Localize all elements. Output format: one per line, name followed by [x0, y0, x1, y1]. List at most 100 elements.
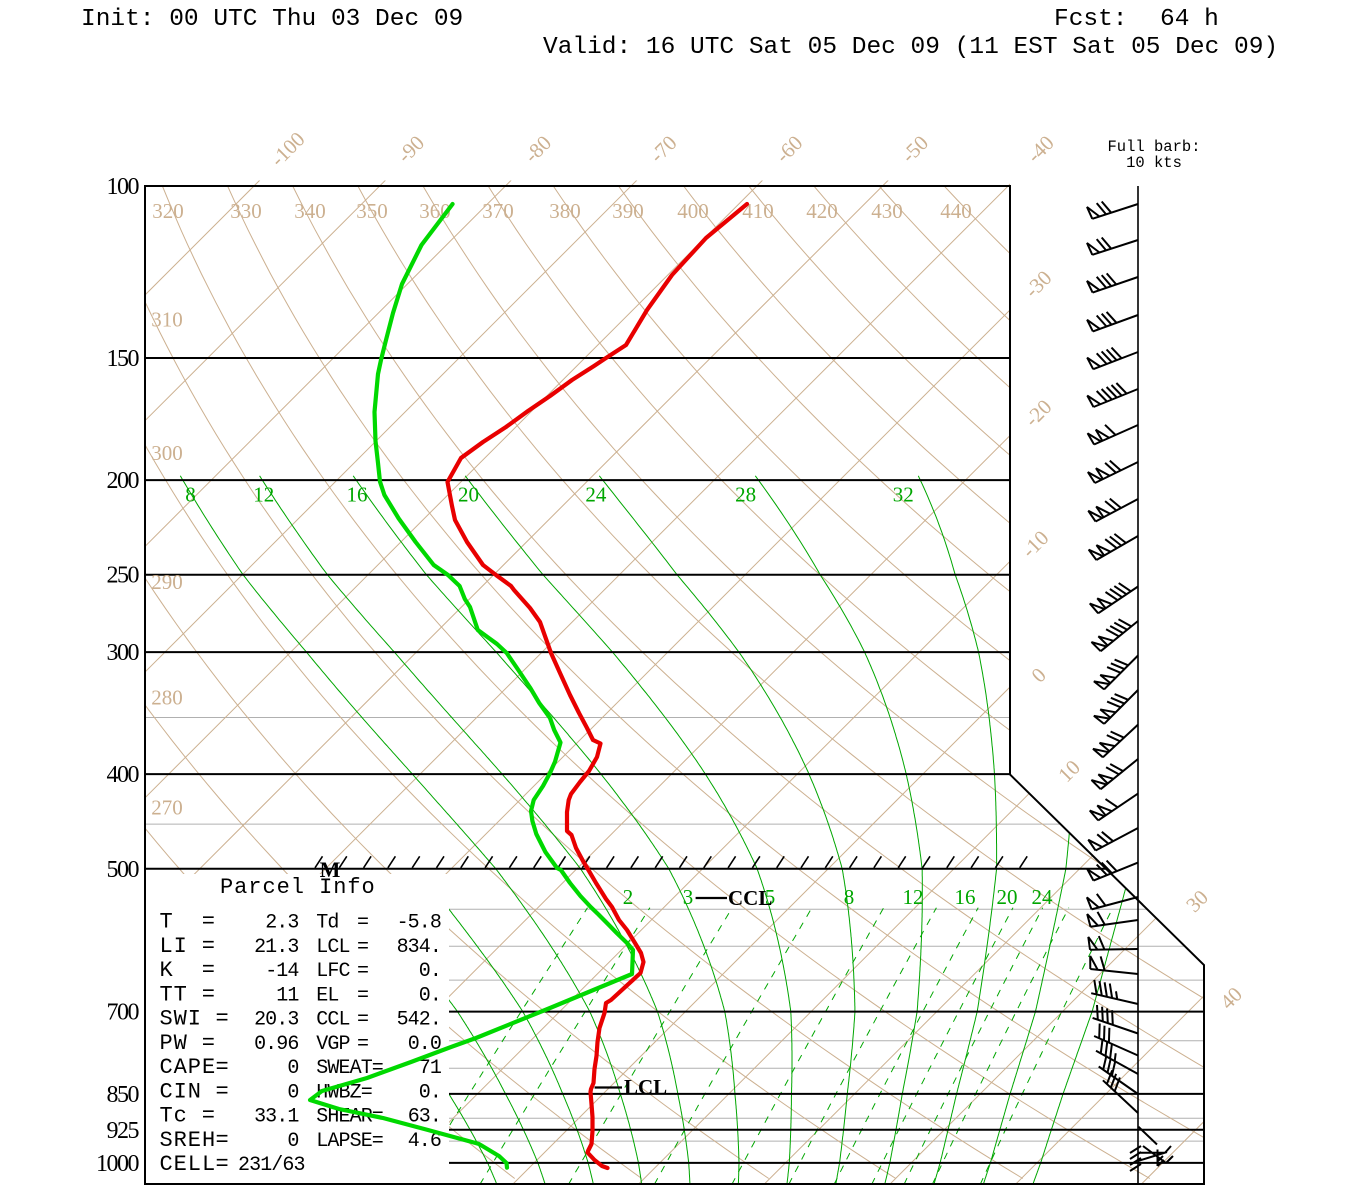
- svg-text:24: 24: [1032, 885, 1054, 909]
- svg-text:=: =: [216, 1079, 230, 1104]
- svg-text:20: 20: [458, 483, 479, 507]
- svg-text:100: 100: [107, 174, 140, 200]
- svg-text:LI: LI: [160, 934, 188, 959]
- svg-text:8: 8: [844, 885, 855, 909]
- svg-text:290: 290: [151, 570, 183, 594]
- svg-text:Full barb:: Full barb:: [1107, 138, 1200, 156]
- svg-text:K: K: [160, 958, 174, 983]
- svg-text:64 h: 64 h: [1160, 6, 1219, 33]
- svg-text:150: 150: [107, 346, 140, 372]
- svg-text:330: 330: [230, 199, 262, 223]
- svg-text:SWEAT=: SWEAT=: [316, 1057, 383, 1080]
- svg-text:440: 440: [940, 199, 972, 223]
- svg-text:LCL: LCL: [624, 1075, 667, 1099]
- svg-text:20.3: 20.3: [254, 1009, 298, 1032]
- svg-text:200: 200: [107, 468, 140, 494]
- svg-text:=: =: [357, 912, 368, 935]
- svg-text:33.1: 33.1: [254, 1106, 299, 1129]
- svg-text:400: 400: [107, 762, 140, 788]
- svg-text:10 kts: 10 kts: [1126, 154, 1182, 172]
- svg-text:T: T: [160, 910, 174, 935]
- svg-text:CELL: CELL: [160, 1152, 217, 1177]
- svg-text:2.3: 2.3: [265, 912, 298, 935]
- svg-text:LAPSE=: LAPSE=: [316, 1130, 383, 1153]
- svg-text:-5.8: -5.8: [397, 912, 441, 935]
- svg-text:=: =: [216, 1055, 230, 1080]
- svg-text:SREH: SREH: [160, 1128, 217, 1153]
- svg-text:Init: 00 UTC Thu 03 Dec 09: Init: 00 UTC Thu 03 Dec 09: [81, 6, 463, 33]
- svg-text:=: =: [202, 910, 216, 935]
- svg-text:LFC: LFC: [316, 960, 350, 983]
- svg-text:Td: Td: [316, 912, 338, 935]
- svg-text:0: 0: [287, 1081, 298, 1104]
- svg-text:250: 250: [107, 563, 140, 589]
- svg-text:LCL: LCL: [316, 936, 349, 959]
- svg-text:SHEAR=: SHEAR=: [316, 1106, 383, 1129]
- svg-text:-14: -14: [265, 960, 298, 983]
- svg-text:0.0: 0.0: [408, 1033, 441, 1056]
- svg-text:542.: 542.: [397, 1009, 441, 1032]
- svg-text:20: 20: [997, 885, 1018, 909]
- svg-text:3: 3: [683, 885, 694, 909]
- svg-text:310: 310: [151, 307, 183, 331]
- svg-text:500: 500: [107, 857, 140, 883]
- svg-text:63.: 63.: [408, 1106, 441, 1129]
- svg-text:16: 16: [347, 483, 368, 507]
- svg-text:11: 11: [276, 984, 299, 1007]
- svg-text:EL: EL: [316, 984, 338, 1007]
- svg-text:=: =: [202, 1104, 216, 1129]
- svg-text:16: 16: [955, 885, 976, 909]
- svg-text:M: M: [320, 857, 341, 882]
- svg-text:=: =: [202, 1031, 216, 1056]
- svg-text:370: 370: [482, 199, 514, 223]
- svg-text:Valid: 16 UTC Sat 05 Dec 09 (1: Valid: 16 UTC Sat 05 Dec 09 (11 EST Sat …: [543, 34, 1278, 61]
- svg-text:320: 320: [152, 199, 184, 223]
- svg-text:270: 270: [151, 795, 183, 819]
- svg-text:SWI: SWI: [160, 1007, 202, 1032]
- svg-text:834.: 834.: [397, 936, 441, 959]
- svg-text:=: =: [357, 984, 368, 1007]
- svg-text:0: 0: [287, 1057, 298, 1080]
- svg-text:340: 340: [294, 199, 326, 223]
- svg-text:CCL: CCL: [316, 1009, 349, 1032]
- svg-text:32: 32: [893, 483, 914, 507]
- svg-text:4.6: 4.6: [408, 1130, 441, 1153]
- svg-text:VGP: VGP: [316, 1033, 349, 1056]
- svg-text:CIN: CIN: [160, 1079, 202, 1104]
- svg-text:24: 24: [585, 483, 607, 507]
- svg-text:TT: TT: [160, 982, 188, 1007]
- svg-text:300: 300: [107, 640, 140, 666]
- svg-text:430: 430: [871, 199, 903, 223]
- svg-text:0.: 0.: [419, 1081, 441, 1104]
- svg-text:700: 700: [107, 1000, 140, 1026]
- svg-text:5: 5: [765, 885, 776, 909]
- svg-text:21.3: 21.3: [254, 936, 298, 959]
- svg-text:Tc: Tc: [160, 1104, 188, 1129]
- svg-text:CCL: CCL: [728, 886, 772, 910]
- svg-text:0.: 0.: [419, 984, 441, 1007]
- svg-text:1000: 1000: [96, 1151, 140, 1177]
- svg-text:0.: 0.: [419, 960, 441, 983]
- svg-text:=: =: [357, 960, 368, 983]
- svg-text:280: 280: [151, 686, 183, 710]
- svg-text:71: 71: [419, 1057, 442, 1080]
- svg-text:850: 850: [107, 1082, 140, 1108]
- svg-text:28: 28: [735, 483, 756, 507]
- svg-text:300: 300: [151, 441, 183, 465]
- svg-text:=: =: [357, 1033, 368, 1056]
- svg-text:PW: PW: [160, 1031, 188, 1056]
- svg-text:8: 8: [185, 483, 196, 507]
- svg-text:=: =: [202, 982, 216, 1007]
- svg-text:390: 390: [612, 199, 644, 223]
- svg-text:400: 400: [677, 199, 709, 223]
- svg-text:=: =: [357, 1009, 368, 1032]
- svg-text:=: =: [202, 934, 216, 959]
- svg-text:=: =: [216, 1128, 230, 1153]
- svg-text:=: =: [216, 1152, 230, 1177]
- svg-text:12: 12: [253, 483, 274, 507]
- svg-text:350: 350: [356, 199, 388, 223]
- svg-text:231/63: 231/63: [238, 1154, 305, 1177]
- svg-text:0.96: 0.96: [254, 1033, 298, 1056]
- svg-text:Parcel Info: Parcel Info: [220, 875, 376, 900]
- svg-text:CAPE: CAPE: [160, 1055, 217, 1080]
